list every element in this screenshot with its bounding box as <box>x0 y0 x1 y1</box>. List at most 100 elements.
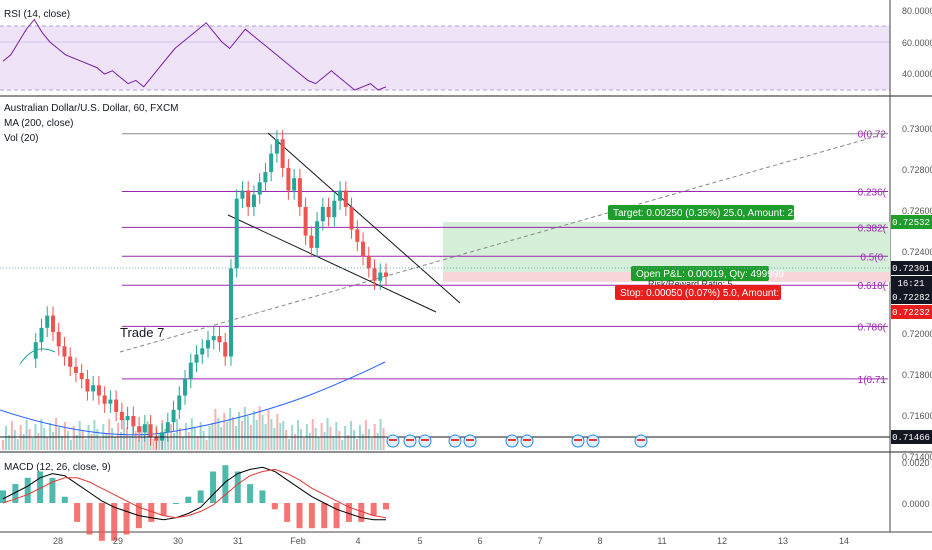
volume-bar <box>114 437 117 450</box>
macd-histogram-bar <box>333 503 340 529</box>
price-tag-text: 0.72301 <box>892 264 930 274</box>
volume-bar <box>28 429 31 450</box>
candle-body <box>200 348 205 355</box>
volume-bar <box>187 432 190 450</box>
price-tag <box>891 276 932 290</box>
rsi-line <box>2 18 387 91</box>
moving-average-line <box>0 361 386 436</box>
candle-body <box>56 331 61 347</box>
time-axis[interactable]: 28 29 30 31 Feb 4 5 6 7 8 11 12 13 14 <box>53 536 849 546</box>
volume-bar <box>332 436 335 450</box>
candle-body <box>274 139 279 154</box>
volume-bar <box>146 421 149 450</box>
time-tick: 7 <box>537 536 542 546</box>
volume-bar <box>43 428 46 450</box>
volume-bar <box>16 439 19 450</box>
volume-bar <box>255 420 258 450</box>
macd-histogram-bar <box>37 471 44 503</box>
volume-bar <box>356 439 358 450</box>
volume-bar <box>223 413 226 450</box>
volume-indicator-label[interactable]: Vol (20) <box>4 133 38 144</box>
candle-body <box>79 372 84 380</box>
volume-bar <box>72 426 75 450</box>
macd-histogram-bar <box>321 503 328 529</box>
candle-body <box>114 399 119 412</box>
trade-label[interactable]: Trade 7 <box>120 325 164 340</box>
volume-bar <box>208 426 211 450</box>
candlesticks <box>33 130 388 450</box>
flag-stripe-icon <box>421 439 429 441</box>
candle-body <box>154 436 159 441</box>
volume-bar <box>84 439 87 450</box>
candle-body <box>85 379 90 392</box>
time-tick: 14 <box>839 536 849 546</box>
price-tag-text: 0.71466 <box>892 433 930 443</box>
macd-line <box>2 466 386 521</box>
volume-bar <box>314 428 317 450</box>
volume-bar <box>202 431 205 450</box>
time-tick: 4 <box>355 536 360 546</box>
candle-body <box>326 206 331 218</box>
volume-bar <box>220 427 223 450</box>
price-tag-text: 16:21 <box>897 279 924 289</box>
volume-bar <box>282 421 285 450</box>
candle-body <box>91 385 96 392</box>
macd-histogram-bar <box>358 503 365 522</box>
fib-level-label: 0.236( <box>858 188 887 199</box>
candle-body <box>384 272 388 277</box>
candle-body <box>372 268 377 281</box>
candle-body <box>165 422 170 433</box>
volume-bar <box>105 433 108 450</box>
stop-label-box[interactable] <box>615 285 781 300</box>
candle-body <box>349 206 354 230</box>
macd-histogram-bar <box>172 503 179 504</box>
candle-body <box>188 362 193 380</box>
dashed-trend-line[interactable] <box>119 132 889 353</box>
volume-bar <box>261 415 264 450</box>
volume-bar <box>243 407 246 450</box>
candle-body <box>39 327 44 343</box>
candle-body <box>171 409 176 423</box>
candle-body <box>228 268 233 357</box>
candle-body <box>378 272 383 281</box>
fibonacci-retracement[interactable]: 0(0.72 0.236(0.382(0.5(0. 0.618(0.786(1(0.… <box>122 130 888 386</box>
volume-bar <box>66 431 69 450</box>
volume-bar <box>246 416 249 450</box>
macd-title[interactable]: MACD (12, 26, close, 9) <box>4 462 111 473</box>
wedge-lower-line[interactable] <box>227 214 437 313</box>
volume-bar <box>329 427 332 450</box>
target-label-box[interactable] <box>608 205 794 220</box>
volume-bar <box>226 422 229 450</box>
macd-histogram-bar <box>370 503 377 516</box>
candle-body <box>206 340 210 349</box>
volume-bar <box>361 434 364 450</box>
price-tick: 0.72600 <box>902 206 932 216</box>
volume-bar <box>302 438 305 450</box>
volume-bar <box>7 435 10 450</box>
volume-bar <box>63 422 66 450</box>
candle-body <box>177 395 182 410</box>
symbol-title[interactable]: Australian Dollar/U.S. Dollar, 60, FXCM <box>4 103 179 114</box>
volume-bar <box>13 430 16 450</box>
volume-bar <box>61 436 63 450</box>
volume-bar <box>99 438 102 450</box>
volume-bar <box>252 411 255 450</box>
wedge-upper-line[interactable] <box>267 132 461 304</box>
candle-body <box>33 342 38 359</box>
candle-body <box>62 346 67 357</box>
candle-body <box>223 342 228 357</box>
volume-bar <box>125 427 128 450</box>
macd-tick: 0.0000 <box>902 499 930 509</box>
pnl-label-box[interactable] <box>631 266 769 281</box>
volume-bar <box>131 422 134 450</box>
target-zone[interactable] <box>443 222 890 272</box>
candle-body <box>366 256 371 269</box>
volume-bar <box>31 438 34 450</box>
volume-bar <box>152 439 155 450</box>
time-tick: 12 <box>717 536 727 546</box>
macd-histogram <box>0 465 389 541</box>
price-tags: 0.72532 0.72301 16:21 0.72282 0.72232 0.71466 <box>891 215 932 444</box>
economic-events[interactable] <box>386 434 648 448</box>
ma-indicator-label[interactable]: MA (200, close) <box>4 118 73 129</box>
